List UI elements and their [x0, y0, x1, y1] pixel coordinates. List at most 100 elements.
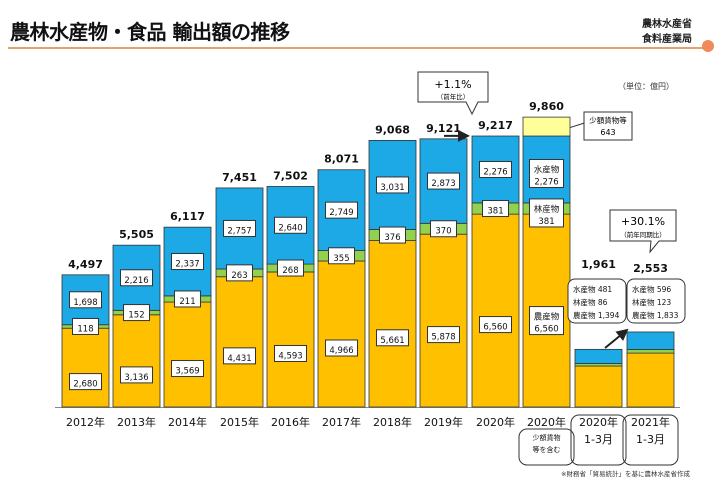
x-tick-label: 2014年 [168, 415, 207, 429]
agri-value-label: 4,431 [227, 354, 251, 364]
total-label: 4,497 [68, 258, 103, 271]
bar-agri-3 [215, 276, 264, 408]
agri-value-label-box [274, 344, 307, 362]
total-label: 8,071 [324, 153, 359, 166]
fish-value-label: 3,031 [380, 183, 404, 193]
agri-value-label: 4,966 [329, 346, 353, 356]
agri-value-label-box [69, 373, 102, 391]
agri-value-label: 5,878 [431, 333, 455, 343]
forest-value-label: 211 [179, 297, 195, 307]
bar-small-9 [522, 116, 571, 137]
fish-value-label-box [69, 291, 102, 309]
forest-value-label: 370 [435, 227, 451, 237]
agri-value-label: 6,560 [483, 323, 507, 333]
bar-agri-4 [266, 271, 315, 408]
org-line-2: 食料産業局 [642, 34, 692, 45]
fish-value-label-box [223, 219, 256, 237]
q1-2020-detail-box [567, 278, 627, 324]
x-tick-sublabel: 1-3月 [636, 433, 665, 446]
agri-value-label-box [479, 316, 512, 334]
x-tick-sublabel: 1-3月 [584, 433, 613, 446]
fish-2020-label: 水産物 [534, 164, 560, 175]
unit-label: （単位：億円） [618, 81, 674, 91]
forest-value-label: 381 [487, 207, 503, 217]
fish-value-label: 2,749 [329, 208, 353, 218]
forest-value-label-box [430, 220, 457, 238]
total-label: 9,068 [375, 123, 410, 136]
fish-value-label: 2,276 [483, 167, 507, 177]
fish-value-label: 2,873 [431, 179, 455, 189]
fish-value-label: 2,640 [278, 223, 302, 233]
fish-value-label-box [171, 253, 204, 271]
forest-value-label-box [379, 226, 406, 244]
x-tick-label: 2013年 [117, 415, 156, 429]
agri-value-label-box [120, 366, 153, 384]
agri-value-label: 3,136 [124, 373, 148, 383]
agri-value-label-box [223, 347, 256, 365]
total-label: 7,502 [273, 169, 308, 182]
bar-agri-8 [471, 213, 520, 408]
bracket-10 [570, 414, 627, 466]
forest-value-label-box [328, 247, 355, 265]
agri-value-label: 3,569 [175, 367, 199, 377]
agri-value-label-box [427, 326, 460, 344]
org-line-1: 農林水産省 [642, 19, 692, 30]
total-label: 9,860 [529, 100, 564, 113]
fish-2020-label: 2,276 [534, 177, 558, 187]
agri-2020-label-box [529, 306, 564, 336]
forest-value-label: 263 [231, 271, 247, 281]
x-tick-label: 2018年 [373, 415, 412, 429]
total-label: 1,961 [581, 258, 616, 271]
q1-arrow [604, 328, 629, 349]
agri-2020-label: 6,560 [534, 325, 558, 335]
bar-agri-5 [317, 260, 366, 408]
q1-2021-detail: 農産物 1,833 [632, 310, 679, 320]
bracket-9 [518, 428, 575, 466]
organization-label: 農林水産省 食料産業局 [642, 17, 692, 47]
agri-value-label-box [325, 339, 358, 357]
forest-value-label-box [72, 317, 99, 335]
agri-value-label: 4,593 [278, 351, 302, 361]
forest-value-label-box [277, 259, 304, 277]
x-tick-label: 2017年 [322, 415, 361, 429]
x-tick-label: 2021年 [631, 415, 670, 429]
q1-2020-detail: 林産物 86 [573, 297, 608, 307]
forest-value-label-box [226, 264, 253, 282]
fish-value-label: 2,757 [227, 226, 251, 236]
forest-value-label: 355 [333, 254, 349, 264]
header-rule [8, 47, 708, 49]
small-goods-value: 643 [600, 128, 615, 137]
q1-2021-detail: 水産物 596 [632, 284, 671, 294]
total-label: 6,117 [170, 210, 205, 223]
bar-agri-10 [574, 365, 623, 408]
agri-2020-label: 農産物 [534, 312, 560, 323]
fish-value-label: 1,698 [73, 298, 97, 308]
x-tick-label: 2019年 [424, 415, 463, 429]
fish-value-label-box [376, 176, 409, 194]
q1-callout-sub: （前年同期比） [620, 230, 666, 239]
bar-agri-0 [61, 327, 110, 408]
bar-fish-10 [574, 348, 623, 364]
x-tick-label: 2016年 [271, 415, 310, 429]
forest-value-label-box [123, 304, 150, 322]
x-tick-label: 2020年 [579, 415, 618, 429]
page-title: 農林水産物・食品 輸出額の推移 [10, 20, 290, 44]
forest-value-label: 268 [282, 266, 298, 276]
total-label: 9,121 [426, 122, 461, 135]
forest-value-label-box [174, 290, 201, 308]
x-tick-label: 2012年 [66, 415, 105, 429]
small-goods-label: 少額貨物等 [589, 115, 627, 125]
q1-callout-value: +30.1% [621, 215, 665, 228]
bracket-11 [622, 414, 679, 466]
agri-value-label: 2,680 [73, 380, 97, 390]
yoy-callout-box [417, 71, 489, 116]
fish-value-label-box [325, 201, 358, 219]
forest-value-label: 118 [77, 324, 93, 334]
fish-value-label-box [274, 216, 307, 234]
small-goods-leader [569, 122, 585, 129]
total-label: 2,553 [633, 262, 668, 275]
yoy-callout-value: +1.1% [434, 78, 471, 91]
x-tick-label: 2015年 [220, 415, 259, 429]
